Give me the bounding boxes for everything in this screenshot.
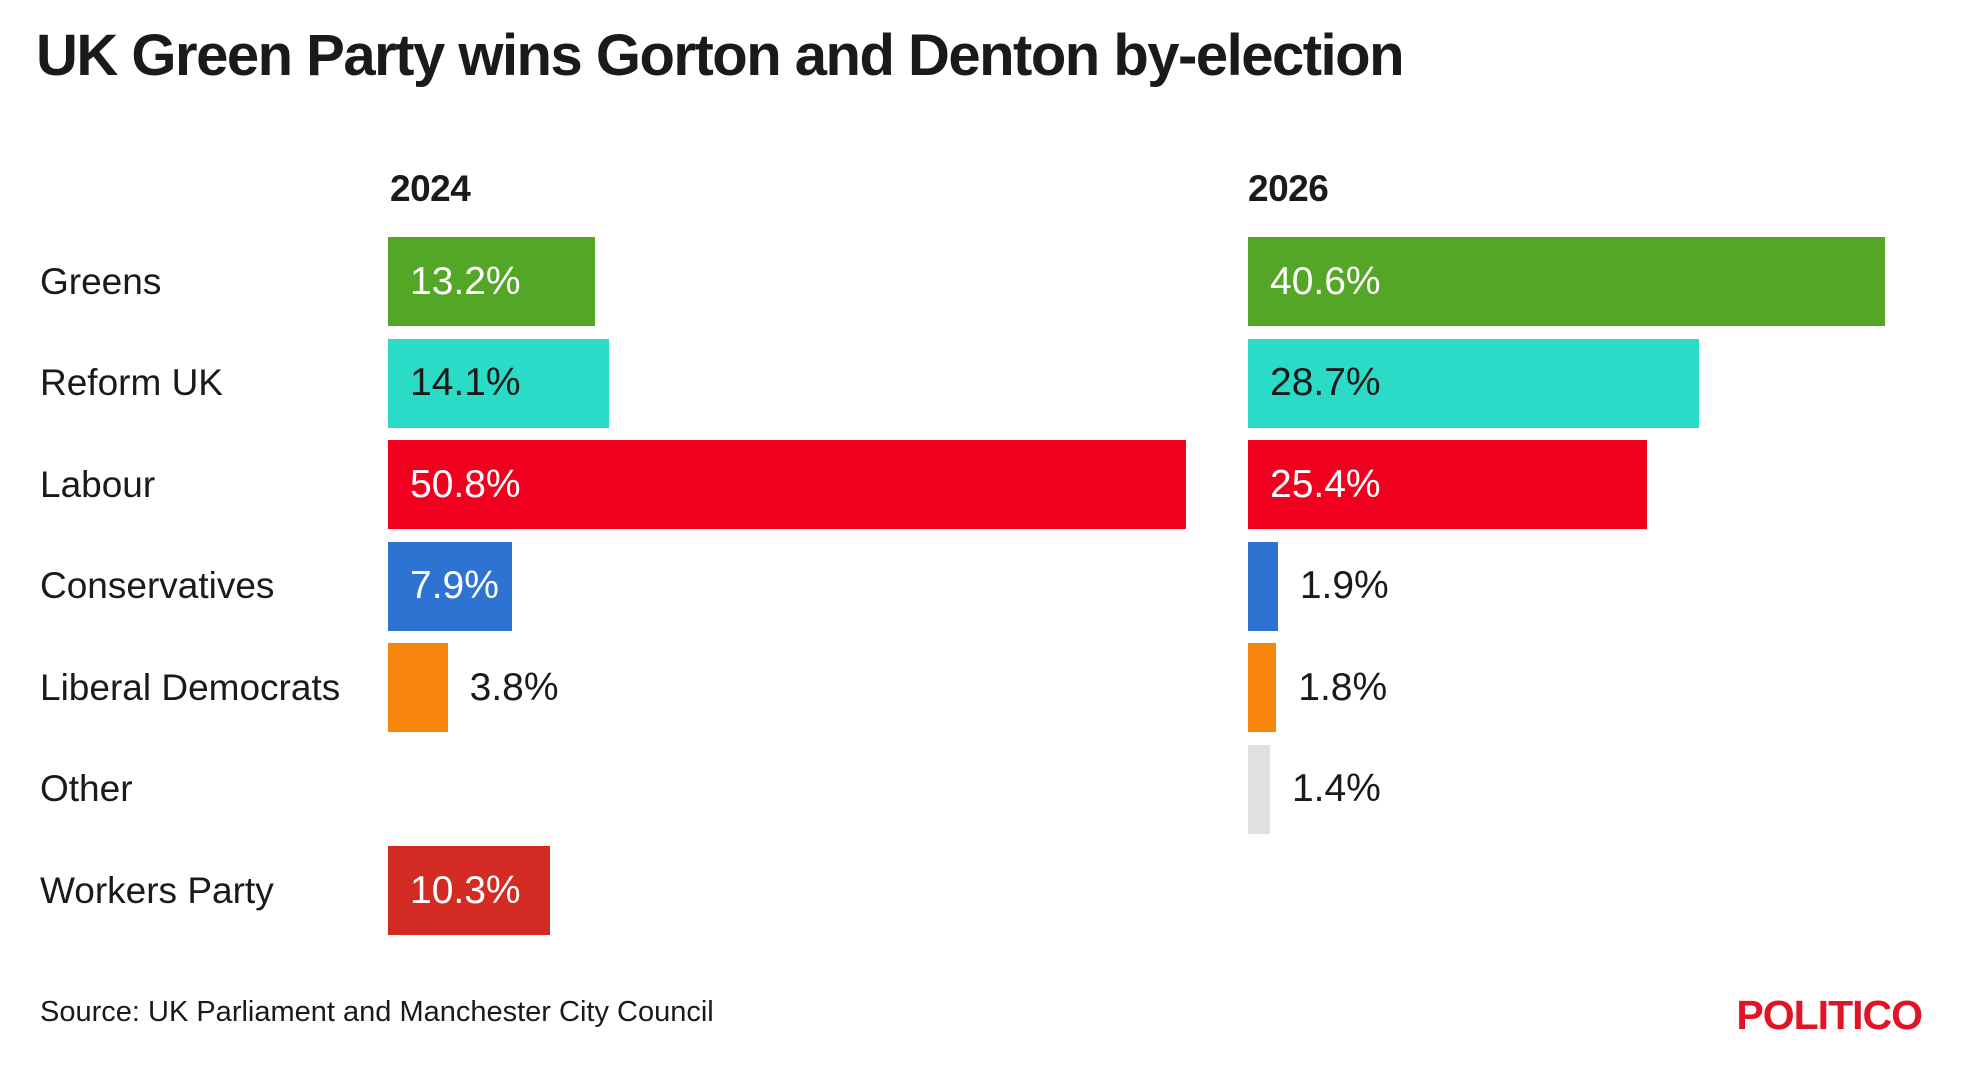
column-header-2026: 2026 <box>1248 168 1329 209</box>
bar-2024 <box>388 846 550 935</box>
bar-2026 <box>1248 744 1270 834</box>
source-note: Source: UK Parliament and Manchester Cit… <box>40 996 714 1028</box>
party-label: Conservatives <box>40 565 275 606</box>
bar-value-label: 3.8% <box>469 665 559 709</box>
bar-2024 <box>388 237 596 326</box>
politico-logo: POLITICO <box>1736 992 1923 1038</box>
chart-row: Conservatives 7.9% 1.9% <box>0 541 1962 631</box>
bar-value-label: 1.8% <box>1298 665 1388 709</box>
bar-2026 <box>1248 541 1278 631</box>
column-header-2024: 2024 <box>390 168 471 209</box>
chart-row: Other 1.4% <box>0 744 1962 834</box>
party-label: Reform UK <box>40 362 223 403</box>
party-label: Labour <box>40 463 156 505</box>
bar-2026 <box>1248 237 1886 326</box>
bar-value-label: 7.9% <box>410 564 499 607</box>
chart-row: Greens 13.2% 40.6% <box>0 237 1962 326</box>
party-label: Greens <box>40 260 162 302</box>
chart-title: UK Green Party wins Gorton and Denton by… <box>36 23 1405 88</box>
bar-2024 <box>388 541 513 631</box>
bar-value-label: 10.3% <box>410 868 521 912</box>
bar-2026 <box>1248 440 1647 529</box>
party-label: Other <box>40 768 133 809</box>
bar-value-label: 40.6% <box>1270 259 1381 303</box>
bar-value-label: 13.2% <box>410 259 521 303</box>
chart-row: Labour 50.8% 25.4% <box>0 440 1962 529</box>
party-label: Workers Party <box>40 869 274 911</box>
bar-2024 <box>388 643 448 732</box>
bar-2024 <box>388 440 1186 529</box>
chart-row: Workers Party 10.3% <box>0 846 1962 935</box>
chart-row: Liberal Democrats 3.8% 1.8% <box>0 643 1962 732</box>
bar-2026 <box>1248 338 1699 428</box>
bar-value-label: 25.4% <box>1270 462 1381 506</box>
bar-value-label: 1.4% <box>1291 767 1381 810</box>
party-label: Liberal Democrats <box>40 666 341 708</box>
bar-2026 <box>1248 643 1277 732</box>
chart-row: Reform UK 14.1% 28.7% <box>0 338 1962 428</box>
bar-value-label: 1.9% <box>1299 564 1389 607</box>
bar-2024 <box>388 338 610 428</box>
bar-value-label: 28.7% <box>1270 361 1381 404</box>
bar-value-label: 14.1% <box>410 361 521 404</box>
bar-value-label: 50.8% <box>410 462 521 506</box>
